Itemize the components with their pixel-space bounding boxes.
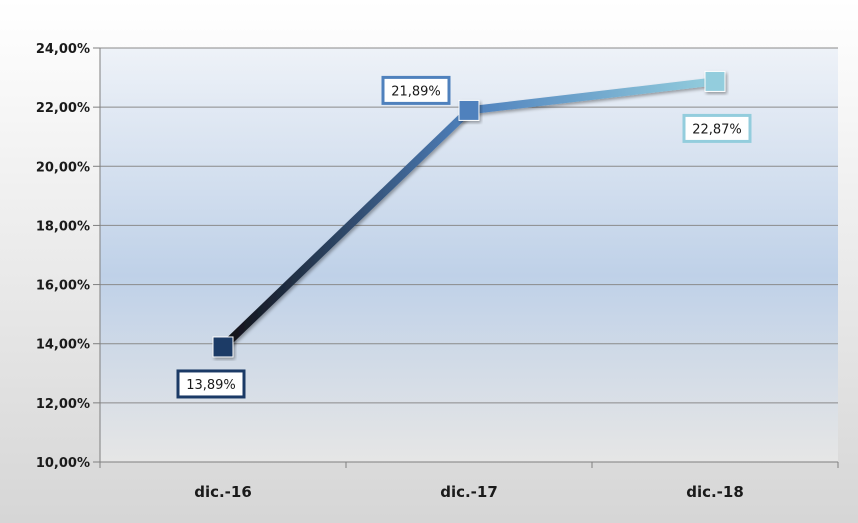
data-label-box — [682, 113, 752, 143]
y-tick-label: 14,00% — [36, 338, 90, 353]
y-tick-label: 20,00% — [36, 160, 90, 175]
data-point-marker — [704, 70, 726, 92]
data-label: 21,89% — [391, 84, 441, 99]
data-points — [212, 70, 726, 358]
y-tick-label: 16,00% — [36, 279, 90, 294]
y-tick-label: 12,00% — [36, 397, 90, 412]
y-tick-label: 10,00% — [36, 456, 90, 471]
axes: 10,00% 12,00% 14,00% 16,00% 18,00% 20,00% 22,0… — [36, 42, 839, 501]
y-tick-label: 24,00% — [36, 42, 90, 57]
x-tick-label: dic.-18 — [686, 483, 744, 501]
grid-lines — [100, 47, 838, 404]
data-point-marker — [212, 336, 234, 358]
y-tick-label: 22,00% — [36, 101, 90, 116]
data-label: 22,87% — [692, 122, 742, 137]
x-tick-label: dic.-17 — [440, 483, 498, 501]
x-tick-label: dic.-16 — [194, 483, 252, 501]
data-label: 13,89% — [186, 378, 236, 393]
data-labels: 13,89% 21,89% 22,87% — [176, 75, 752, 399]
y-tick-label: 18,00% — [36, 219, 90, 234]
data-point-marker — [458, 99, 480, 121]
data-label-box — [381, 75, 451, 105]
data-label-box — [176, 369, 246, 399]
